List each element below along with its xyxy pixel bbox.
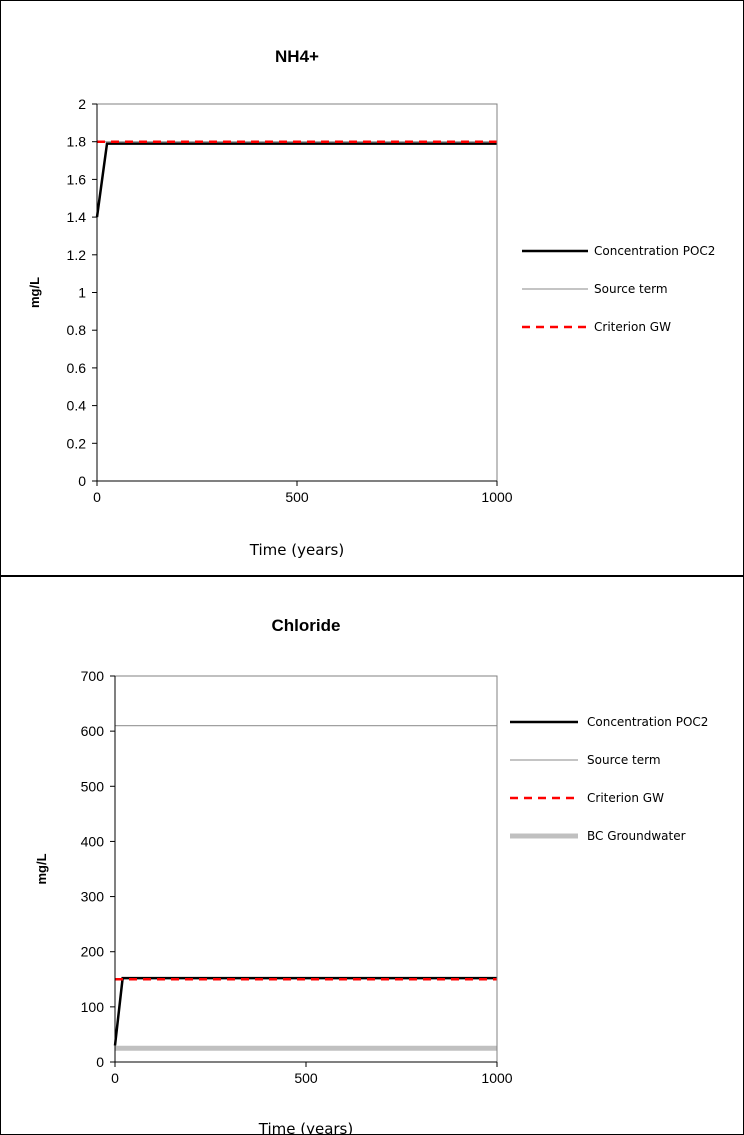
y-tick-label: 0.8 (67, 322, 87, 338)
panel-divider (0, 575, 744, 577)
x-axis-label: Time (years) (258, 1120, 353, 1135)
y-tick-label: 1 (78, 285, 86, 301)
chart-title: Chloride (272, 616, 341, 635)
y-tick-label: 200 (81, 944, 105, 960)
nh4-chart: NH4+ 0 0.2 0.4 0.6 0.8 1 1.2 1.4 1.6 1.8 2 0 500 1000 T… (27, 47, 715, 559)
chart-title: NH4+ (275, 47, 319, 66)
x-tick-label: 0 (93, 489, 101, 505)
y-tick-label: 0 (96, 1054, 104, 1070)
legend-label-1: Source term (587, 753, 661, 767)
y-tick-label: 1.2 (67, 247, 87, 263)
y-axis-label: mg/L (27, 277, 42, 308)
y-tick-label: 100 (81, 999, 105, 1015)
legend-label-0: Concentration POC2 (587, 715, 708, 729)
y-tick-label: 1.4 (67, 209, 87, 225)
y-tick-label: 1.6 (67, 171, 87, 187)
y-tick-label: 700 (81, 668, 105, 684)
series-line-0 (113, 976, 497, 1046)
x-tick-label: 0 (111, 1070, 119, 1086)
x-tick-label: 500 (294, 1070, 318, 1086)
y-tick-label: 500 (81, 778, 105, 794)
y-tick-label: 0.6 (67, 360, 87, 376)
y-tick-label: 600 (81, 723, 105, 739)
x-tick-label: 1000 (481, 1070, 512, 1086)
legend-label-3: BC Groundwater (587, 829, 686, 843)
x-axis-label: Time (years) (249, 541, 344, 559)
y-axis-label: mg/L (34, 853, 49, 884)
y-tick-label: 400 (81, 833, 105, 849)
y-tick-label: 0.2 (67, 435, 87, 451)
nh4-chart-panel: NH4+ 0 0.2 0.4 0.6 0.8 1 1.2 1.4 1.6 1.8 2 0 500 1000 T… (27, 47, 715, 559)
y-tick-label: 0.4 (67, 398, 87, 414)
x-tick-label: 500 (285, 489, 309, 505)
chloride-chart-panel: Chloride 0 100 200 300 400 500 600 700 0 500 1000 Ti… (0, 577, 744, 1135)
y-tick-label: 0 (78, 473, 86, 489)
legend-label-2: Criterion GW (594, 320, 671, 334)
x-tick-label: 1000 (481, 489, 512, 505)
y-tick-label: 2 (78, 96, 86, 112)
plot-area (96, 103, 498, 482)
chloride-chart: Chloride 0 100 200 300 400 500 600 700 0 500 1000 Ti… (34, 616, 708, 1135)
y-tick-label: 1.8 (67, 134, 87, 150)
plot-area (114, 675, 498, 1063)
y-tick-label: 300 (81, 889, 105, 905)
series-line-0 (95, 142, 497, 218)
legend-label-1: Source term (594, 282, 668, 296)
legend-label-2: Criterion GW (587, 791, 664, 805)
legend-label-0: Concentration POC2 (594, 244, 715, 258)
